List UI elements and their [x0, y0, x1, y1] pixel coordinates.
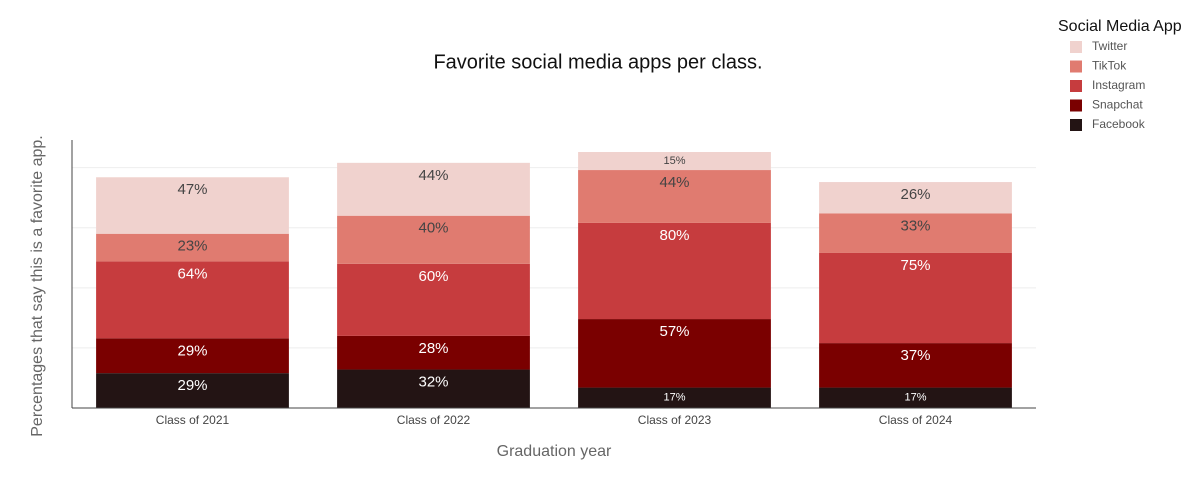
data-label: 44%: [418, 167, 448, 184]
legend-swatch[interactable]: [1070, 80, 1082, 92]
legend-label[interactable]: Facebook: [1092, 117, 1146, 131]
bar-segment: [578, 387, 771, 408]
bar-segment: [819, 252, 1012, 344]
chart-title: Favorite social media apps per class.: [433, 51, 762, 73]
y-axis-label: Percentages that say this is a favorite …: [29, 135, 46, 437]
bar-segment: [96, 338, 289, 374]
bar-segment: [96, 373, 289, 408]
data-label: 17%: [663, 392, 685, 404]
bar-segment: [337, 263, 530, 336]
data-label: 40%: [418, 220, 448, 237]
legend-swatch[interactable]: [1070, 99, 1082, 112]
x-axis-label: Graduation year: [497, 443, 612, 460]
data-label: 57%: [659, 323, 689, 340]
data-label: 15%: [663, 155, 685, 167]
bar-segment: [337, 369, 530, 408]
bar-segment: [819, 213, 1012, 253]
data-label: 29%: [177, 342, 207, 359]
bar-segment: [819, 387, 1012, 408]
x-tick-label: Class of 2023: [638, 413, 712, 427]
bar-segment: [337, 162, 530, 216]
bar-segment: [96, 233, 289, 262]
data-label: 32%: [418, 374, 448, 391]
bar-segment: [337, 335, 530, 370]
legend-label[interactable]: TikTok: [1092, 59, 1127, 73]
data-label: 33%: [900, 217, 930, 234]
legend-swatch[interactable]: [1070, 41, 1082, 53]
data-label: 17%: [904, 392, 926, 404]
x-tick-label: Class of 2021: [156, 413, 230, 427]
data-label: 23%: [177, 238, 207, 255]
bar-segment: [337, 215, 530, 264]
data-label: 47%: [177, 181, 207, 198]
data-label: 64%: [177, 265, 207, 282]
legend-label[interactable]: Twitter: [1092, 39, 1127, 53]
bar-segment: [578, 170, 771, 223]
data-label: 26%: [900, 186, 930, 203]
bar-segment: [578, 152, 771, 171]
legend-swatch[interactable]: [1070, 60, 1082, 73]
legend-label[interactable]: Instagram: [1092, 78, 1145, 92]
data-label: 60%: [418, 268, 448, 285]
bar-segment: [578, 222, 771, 320]
legend-label[interactable]: Snapchat: [1092, 98, 1143, 112]
bar-segment: [819, 182, 1012, 214]
data-label: 44%: [659, 174, 689, 191]
data-label: 29%: [177, 377, 207, 394]
bar-segment: [96, 261, 289, 339]
data-label: 28%: [418, 340, 448, 357]
bar-segment: [578, 319, 771, 388]
legend-title: Social Media App: [1058, 18, 1182, 35]
data-label: 80%: [659, 227, 689, 244]
bar-segment: [819, 343, 1012, 388]
bar-segment: [96, 177, 289, 234]
x-tick-label: Class of 2024: [879, 413, 953, 427]
legend-swatch[interactable]: [1070, 119, 1082, 131]
x-tick-label: Class of 2022: [397, 413, 471, 427]
data-label: 75%: [900, 257, 930, 274]
data-label: 37%: [900, 347, 930, 364]
